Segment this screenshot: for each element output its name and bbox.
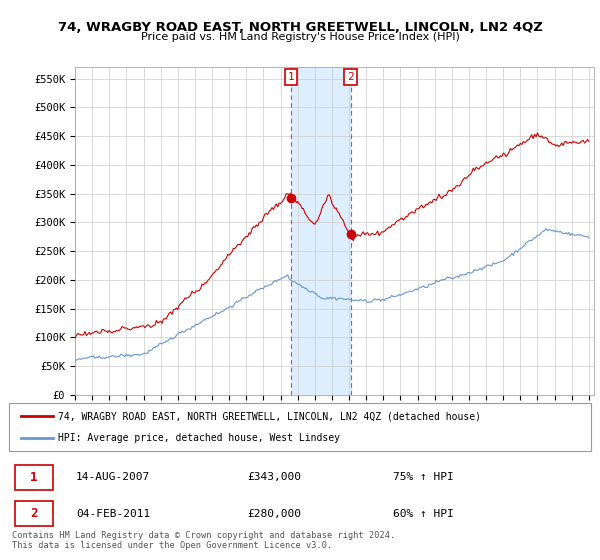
Bar <box>291 67 350 395</box>
Bar <box>15 501 53 526</box>
Text: 04-FEB-2011: 04-FEB-2011 <box>76 509 150 519</box>
Text: 74, WRAGBY ROAD EAST, NORTH GREETWELL, LINCOLN, LN2 4QZ (detached house): 74, WRAGBY ROAD EAST, NORTH GREETWELL, L… <box>58 411 481 421</box>
Text: 74, WRAGBY ROAD EAST, NORTH GREETWELL, LINCOLN, LN2 4QZ: 74, WRAGBY ROAD EAST, NORTH GREETWELL, L… <box>58 21 542 34</box>
Text: 2: 2 <box>30 507 38 520</box>
Text: 1: 1 <box>30 471 38 484</box>
Text: £343,000: £343,000 <box>248 473 302 482</box>
Bar <box>15 465 53 490</box>
Text: Price paid vs. HM Land Registry's House Price Index (HPI): Price paid vs. HM Land Registry's House … <box>140 32 460 43</box>
Text: 75% ↑ HPI: 75% ↑ HPI <box>393 473 454 482</box>
Text: 14-AUG-2007: 14-AUG-2007 <box>76 473 150 482</box>
Text: Contains HM Land Registry data © Crown copyright and database right 2024.
This d: Contains HM Land Registry data © Crown c… <box>12 531 395 550</box>
Text: HPI: Average price, detached house, West Lindsey: HPI: Average price, detached house, West… <box>58 433 340 443</box>
Text: 2: 2 <box>347 72 354 82</box>
Text: £280,000: £280,000 <box>248 509 302 519</box>
Text: 60% ↑ HPI: 60% ↑ HPI <box>393 509 454 519</box>
Text: 1: 1 <box>288 72 295 82</box>
